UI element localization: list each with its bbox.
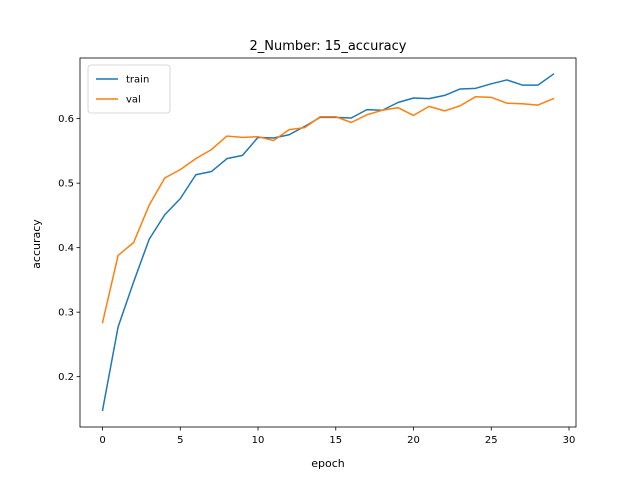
x-axis: 0 5 10 15 20 25 30	[99, 427, 575, 446]
y-tick-label: 0.6	[58, 114, 74, 125]
x-axis-label: epoch	[311, 457, 345, 470]
plot-frame	[79, 57, 577, 428]
chart-title: 2_Number: 15_accuracy	[250, 39, 407, 54]
legend-label-val: val	[126, 95, 141, 106]
x-tick-label: 20	[407, 435, 420, 446]
legend-box	[87, 64, 171, 114]
series-line-train	[101, 73, 555, 412]
series-line-val	[101, 95, 555, 324]
y-tick-label: 0.3	[58, 308, 74, 319]
x-tick-label: 15	[329, 435, 342, 446]
x-tick-label: 25	[485, 435, 498, 446]
x-tick-label: 5	[177, 435, 183, 446]
y-tick-label: 0.2	[58, 372, 74, 383]
x-tick-label: 0	[99, 435, 105, 446]
legend: train val	[87, 64, 171, 114]
x-tick-label: 10	[252, 435, 265, 446]
y-axis-label: accuracy	[30, 219, 43, 269]
y-axis: 0.2 0.3 0.4 0.5 0.6	[58, 114, 80, 383]
y-tick-label: 0.5	[58, 179, 74, 190]
legend-label-train: train	[126, 75, 149, 86]
plot-area	[79, 57, 577, 428]
x-tick-label: 30	[563, 435, 576, 446]
y-tick-label: 0.4	[58, 243, 74, 254]
